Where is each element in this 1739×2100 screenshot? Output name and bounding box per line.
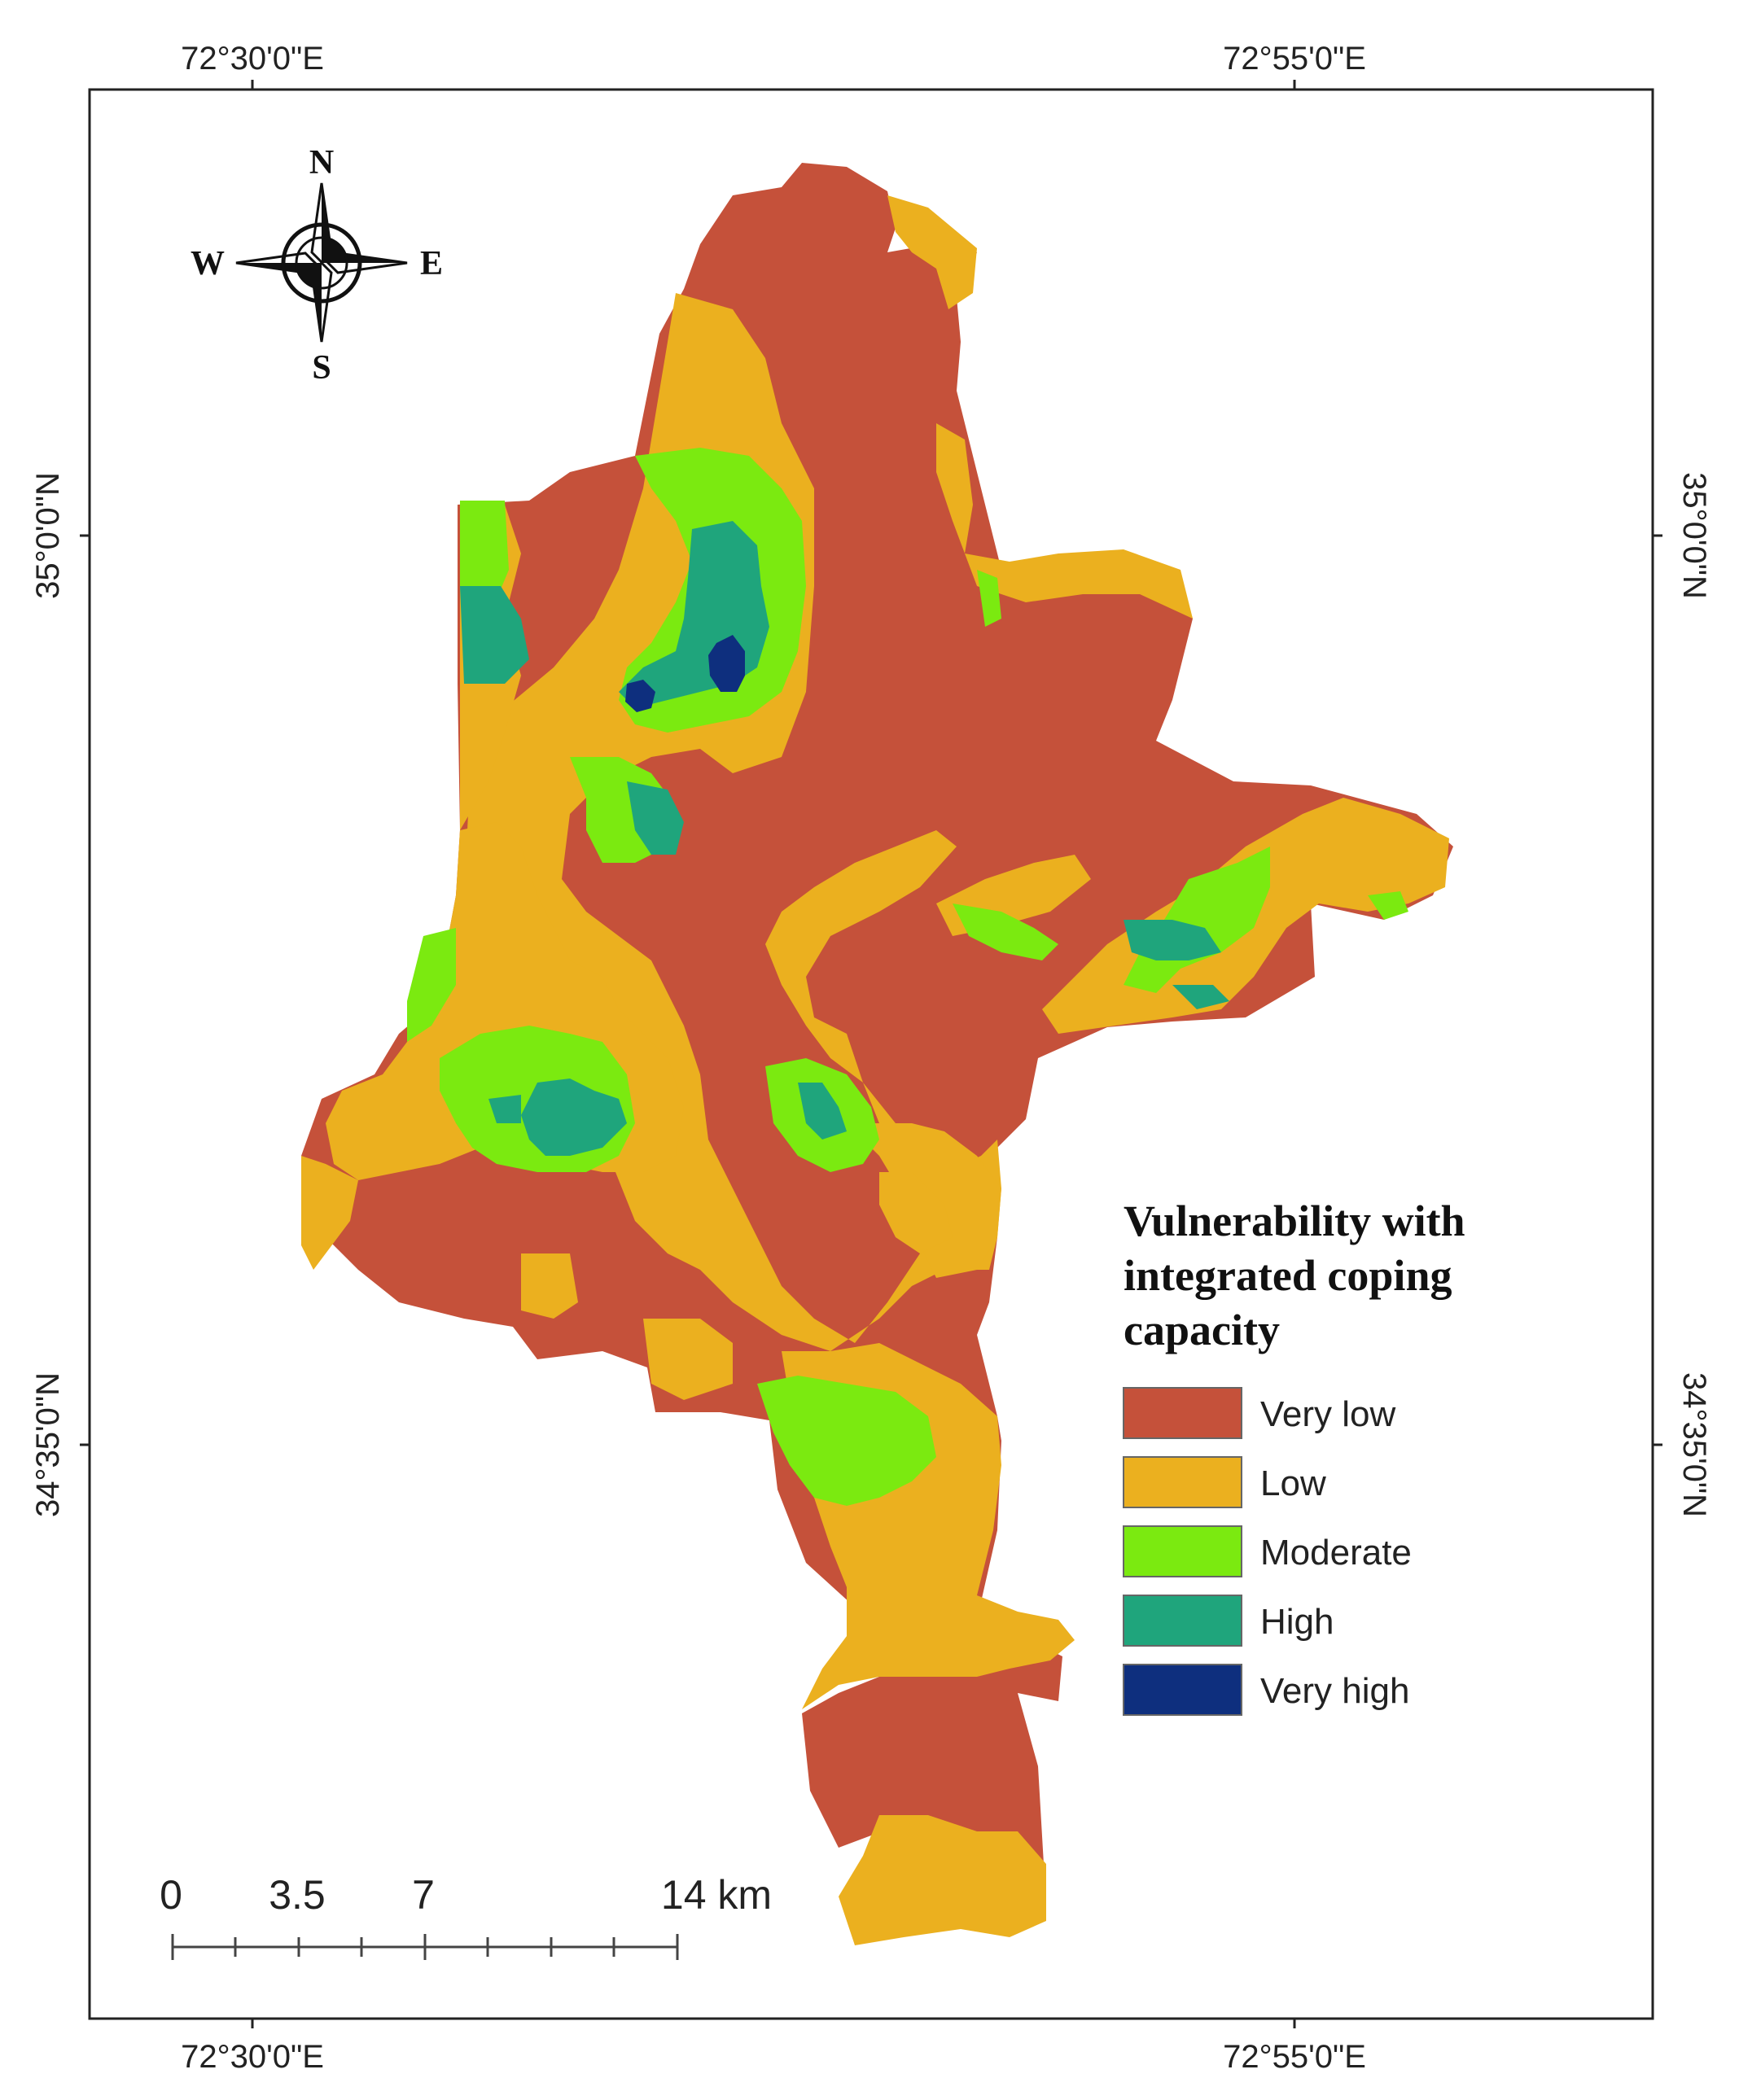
right-lat-label-top: 35°0'0"N <box>1676 472 1712 599</box>
graticule-ticks <box>80 80 1662 2028</box>
legend-label-moderate: Moderate <box>1260 1533 1412 1573</box>
legend-label-low: Low <box>1260 1463 1326 1503</box>
vulnerability-map <box>301 163 1453 1945</box>
north-arrow <box>235 182 408 343</box>
legend: Vulnerability with integrated coping cap… <box>1123 1197 1465 1716</box>
compass-e-label: E <box>420 245 443 282</box>
left-lat-label-bottom: 34°35'0"N <box>30 1372 66 1517</box>
zone-very-high <box>625 635 745 712</box>
legend-title-line3: capacity <box>1124 1306 1280 1354</box>
legend-swatch-very-low <box>1123 1387 1242 1439</box>
legend-label-very-high: Very high <box>1260 1671 1409 1711</box>
legend-swatch-moderate <box>1123 1525 1242 1577</box>
legend-label-high: High <box>1260 1602 1334 1642</box>
bottom-lon-label-left: 72°30'0"E <box>181 2039 324 2075</box>
legend-swatch-very-high <box>1123 1664 1242 1716</box>
scale-label-14-km: 14 km <box>661 1872 772 1918</box>
scale-label-7: 7 <box>412 1872 435 1918</box>
legend-label-very-low: Very low <box>1260 1394 1396 1434</box>
compass-w-label: W <box>191 245 225 282</box>
zone-high <box>460 521 1229 1156</box>
scale-bar <box>171 1934 679 1960</box>
right-lat-label-bottom: 34°35'0"N <box>1676 1372 1712 1517</box>
legend-swatch-low <box>1123 1456 1242 1508</box>
legend-title-line2: integrated coping <box>1124 1251 1452 1300</box>
top-lon-label-left: 72°30'0"E <box>181 41 324 77</box>
compass-s-label: S <box>312 349 331 387</box>
scale-label-0: 0 <box>160 1872 182 1918</box>
legend-swatch-high <box>1123 1595 1242 1647</box>
top-lon-label-right: 72°55'0"E <box>1223 41 1366 77</box>
scale-label-3-5: 3.5 <box>269 1872 326 1918</box>
legend-title-line1: Vulnerability with <box>1124 1197 1465 1245</box>
compass-n-label: N <box>309 144 334 182</box>
bottom-lon-label-right: 72°55'0"E <box>1223 2039 1366 2075</box>
left-lat-label-top: 35°0'0"N <box>30 472 66 599</box>
